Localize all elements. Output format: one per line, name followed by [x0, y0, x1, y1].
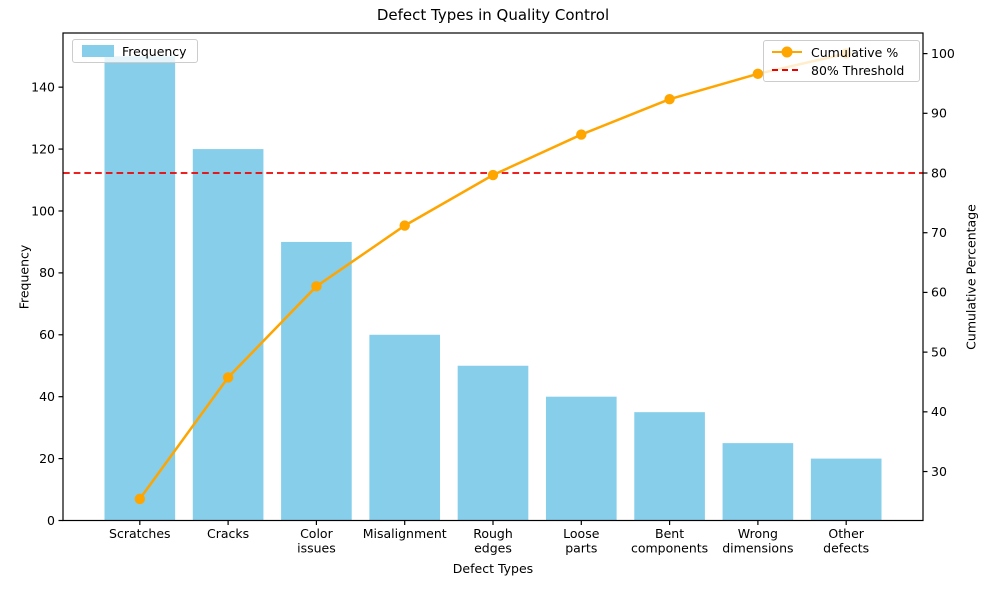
- bar-5: [545, 396, 617, 521]
- legend-row-cumulative: Cumulative %: [772, 43, 911, 61]
- svg-text:80: 80: [39, 265, 55, 280]
- svg-text:140: 140: [31, 79, 55, 94]
- cumulative-marker-1: [222, 372, 234, 383]
- legend-threshold-label: 80% Threshold: [811, 62, 905, 78]
- x-tick-label-6: Bent components: [631, 526, 708, 556]
- svg-text:30: 30: [931, 464, 947, 479]
- svg-text:50: 50: [931, 344, 947, 359]
- svg-text:40: 40: [39, 389, 55, 404]
- svg-text:90: 90: [931, 106, 947, 121]
- svg-text:0: 0: [47, 513, 55, 528]
- right-axis-ticks: 30 40 50 60 70 80 90 100: [923, 46, 955, 479]
- svg-text:60: 60: [931, 285, 947, 300]
- svg-text:80: 80: [931, 165, 947, 180]
- bar-4: [457, 365, 529, 521]
- x-axis-ticks: Scratches Cracks Color issues Misalignment Ro…: [109, 520, 869, 556]
- threshold-dash-sample-icon: [772, 68, 802, 72]
- cumulative-marker-icon: [781, 46, 793, 58]
- cumulative-marker-0: [134, 493, 146, 505]
- x-tick-label-2: Color issues: [297, 526, 336, 556]
- svg-text:70: 70: [931, 225, 947, 240]
- x-tick-label-0: Scratches: [109, 526, 171, 541]
- cumulative-marker-3: [399, 220, 410, 231]
- cumulative-marker-7: [752, 68, 764, 80]
- legend-cumulative-label: Cumulative %: [811, 44, 899, 60]
- bar-7: [722, 443, 794, 521]
- chart-title: Defect Types in Quality Control: [376, 6, 610, 24]
- bar-1: [192, 149, 264, 521]
- legend-frequency: Frequency: [72, 39, 198, 63]
- legend-cumulative: Cumulative % 80% Threshold: [763, 40, 920, 82]
- cumulative-marker-4: [487, 169, 499, 181]
- bar-3: [369, 334, 441, 521]
- frequency-bar-swatch: [82, 45, 114, 57]
- x-tick-label-4: Rough edges: [473, 526, 513, 556]
- bar-6: [634, 412, 705, 521]
- x-tick-label-5: Loose parts: [563, 526, 600, 556]
- x-tick-label-7: Wrong dimensions: [722, 526, 793, 556]
- legend-row-threshold: 80% Threshold: [772, 61, 911, 79]
- x-axis-label: Defect Types: [452, 561, 534, 576]
- x-tick-label-1: Cracks: [207, 526, 249, 541]
- frequency-bars: [104, 56, 882, 521]
- x-tick-label-8: Other defects: [823, 526, 869, 556]
- svg-text:40: 40: [931, 404, 947, 419]
- svg-text:100: 100: [31, 203, 55, 218]
- legend-frequency-label: Frequency: [122, 43, 187, 59]
- left-axis-ticks: 0 20 40 60 80 100 120 140: [31, 79, 63, 528]
- svg-text:60: 60: [39, 327, 55, 342]
- x-tick-label-3: Misalignment: [363, 526, 447, 541]
- svg-text:100: 100: [931, 46, 955, 61]
- cumulative-marker-2: [311, 281, 322, 292]
- cumulative-line-sample-icon: [772, 46, 802, 58]
- cumulative-marker-5: [576, 129, 587, 140]
- bar-0: [104, 56, 176, 521]
- svg-text:20: 20: [39, 451, 55, 466]
- svg-text:120: 120: [31, 141, 55, 156]
- bar-8: [810, 458, 882, 521]
- cumulative-marker-6: [664, 93, 675, 105]
